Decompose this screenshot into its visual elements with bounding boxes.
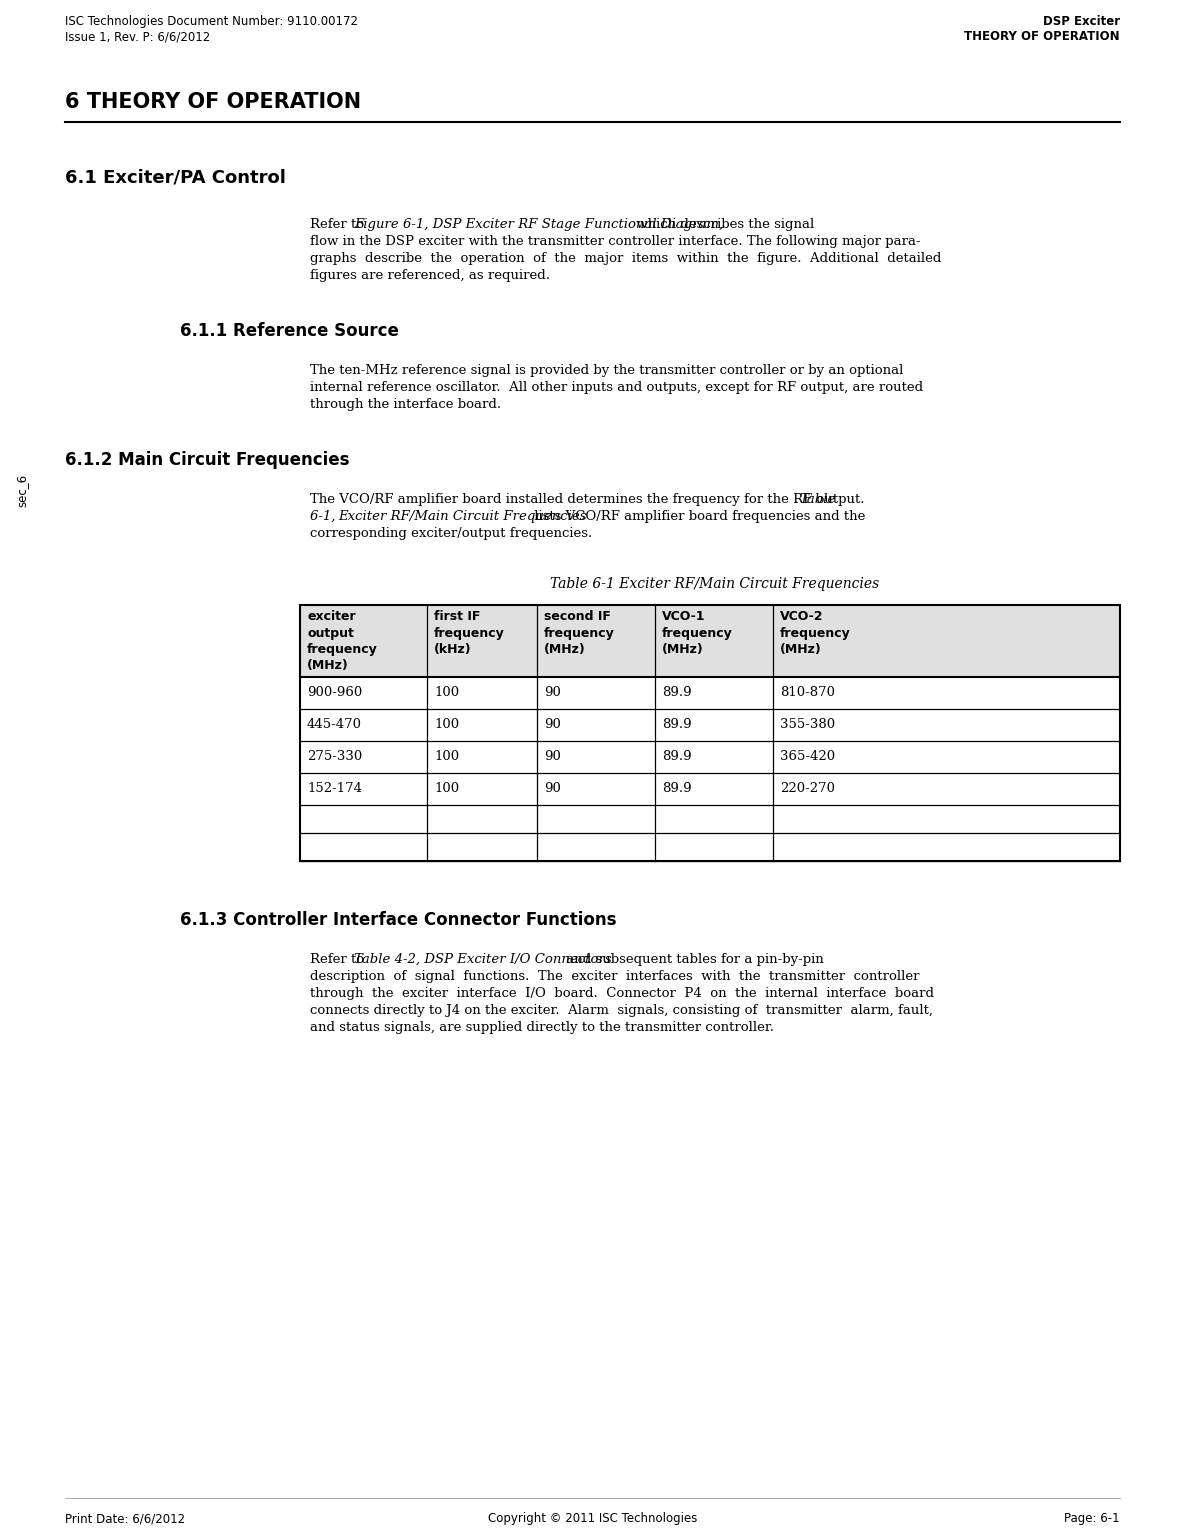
Text: 89.9: 89.9 xyxy=(662,719,691,731)
Text: 90: 90 xyxy=(543,751,561,763)
Text: and subsequent tables for a pin-by-pin: and subsequent tables for a pin-by-pin xyxy=(562,952,824,966)
Text: Figure 6-1, DSP Exciter RF Stage Functional Diagram,: Figure 6-1, DSP Exciter RF Stage Functio… xyxy=(354,218,723,230)
Text: Page: 6-1: Page: 6-1 xyxy=(1064,1511,1120,1525)
Text: 355-380: 355-380 xyxy=(780,719,835,731)
Text: through  the  exciter  interface  I/O  board.  Connector  P4  on  the  internal : through the exciter interface I/O board.… xyxy=(310,988,934,1000)
Text: The VCO/RF amplifier board installed determines the frequency for the RF output.: The VCO/RF amplifier board installed det… xyxy=(310,493,869,505)
Text: ISC Technologies Document Number: 9110.00172: ISC Technologies Document Number: 9110.0… xyxy=(65,15,358,28)
Text: 900-960: 900-960 xyxy=(307,687,362,699)
Text: VCO-1
frequency
(MHz): VCO-1 frequency (MHz) xyxy=(662,610,733,656)
Text: figures are referenced, as required.: figures are referenced, as required. xyxy=(310,269,551,283)
Text: description  of  signal  functions.  The  exciter  interfaces  with  the  transm: description of signal functions. The exc… xyxy=(310,971,920,983)
Text: 89.9: 89.9 xyxy=(662,687,691,699)
Text: 100: 100 xyxy=(435,687,459,699)
Text: 89.9: 89.9 xyxy=(662,751,691,763)
Text: 6.1.1 Reference Source: 6.1.1 Reference Source xyxy=(180,323,399,339)
Text: 90: 90 xyxy=(543,782,561,796)
Text: sec_6: sec_6 xyxy=(15,473,28,507)
Text: 6 THEORY OF OPERATION: 6 THEORY OF OPERATION xyxy=(65,92,361,112)
Text: 220-270: 220-270 xyxy=(780,782,835,796)
Text: corresponding exciter/output frequencies.: corresponding exciter/output frequencies… xyxy=(310,527,592,541)
Text: The ten-MHz reference signal is provided by the transmitter controller or by an : The ten-MHz reference signal is provided… xyxy=(310,364,903,376)
Text: exciter
output
frequency
(MHz): exciter output frequency (MHz) xyxy=(307,610,378,673)
Text: 275-330: 275-330 xyxy=(307,751,362,763)
Text: 6-1,: 6-1, xyxy=(310,510,340,522)
Text: Refer to: Refer to xyxy=(310,952,368,966)
Text: 100: 100 xyxy=(435,751,459,763)
Text: first IF
frequency
(kHz): first IF frequency (kHz) xyxy=(435,610,504,656)
Text: Print Date: 6/6/2012: Print Date: 6/6/2012 xyxy=(65,1511,185,1525)
Text: 810-870: 810-870 xyxy=(780,687,835,699)
Text: 90: 90 xyxy=(543,687,561,699)
Text: second IF
frequency
(MHz): second IF frequency (MHz) xyxy=(543,610,614,656)
Text: and status signals, are supplied directly to the transmitter controller.: and status signals, are supplied directl… xyxy=(310,1021,774,1034)
Text: 6.1.3 Controller Interface Connector Functions: 6.1.3 Controller Interface Connector Fun… xyxy=(180,911,617,929)
Text: 100: 100 xyxy=(435,782,459,796)
Bar xyxy=(300,605,1120,862)
Bar xyxy=(300,605,1120,677)
Text: Refer to: Refer to xyxy=(310,218,368,230)
Text: flow in the DSP exciter with the transmitter controller interface. The following: flow in the DSP exciter with the transmi… xyxy=(310,235,921,247)
Text: THEORY OF OPERATION: THEORY OF OPERATION xyxy=(965,31,1120,43)
Text: connects directly to J4 on the exciter.  Alarm  signals, consisting of  transmit: connects directly to J4 on the exciter. … xyxy=(310,1005,933,1017)
Text: which describes the signal: which describes the signal xyxy=(632,218,815,230)
Text: graphs  describe  the  operation  of  the  major  items  within  the  figure.  A: graphs describe the operation of the maj… xyxy=(310,252,941,266)
Text: internal reference oscillator.  All other inputs and outputs, except for RF outp: internal reference oscillator. All other… xyxy=(310,381,924,395)
Text: 6.1.2 Main Circuit Frequencies: 6.1.2 Main Circuit Frequencies xyxy=(65,452,349,468)
Text: Table: Table xyxy=(799,493,836,505)
Text: Issue 1, Rev. P: 6/6/2012: Issue 1, Rev. P: 6/6/2012 xyxy=(65,31,211,43)
Text: Exciter RF/Main Circuit Frequencies: Exciter RF/Main Circuit Frequencies xyxy=(337,510,586,522)
Text: Table 4-2, DSP Exciter I/O Connectors: Table 4-2, DSP Exciter I/O Connectors xyxy=(354,952,612,966)
Text: 365-420: 365-420 xyxy=(780,751,835,763)
Text: 152-174: 152-174 xyxy=(307,782,362,796)
Text: Table 6-1 Exciter RF/Main Circuit Frequencies: Table 6-1 Exciter RF/Main Circuit Freque… xyxy=(551,578,880,591)
Text: Copyright © 2011 ISC Technologies: Copyright © 2011 ISC Technologies xyxy=(488,1511,697,1525)
Text: 6.1 Exciter/PA Control: 6.1 Exciter/PA Control xyxy=(65,167,285,186)
Text: 445-470: 445-470 xyxy=(307,719,362,731)
Text: 100: 100 xyxy=(435,719,459,731)
Text: DSP Exciter: DSP Exciter xyxy=(1043,15,1120,28)
Text: 90: 90 xyxy=(543,719,561,731)
Text: VCO-2
frequency
(MHz): VCO-2 frequency (MHz) xyxy=(780,610,851,656)
Text: lists VCO/RF amplifier board frequencies and the: lists VCO/RF amplifier board frequencies… xyxy=(530,510,866,522)
Text: through the interface board.: through the interface board. xyxy=(310,398,501,412)
Text: 89.9: 89.9 xyxy=(662,782,691,796)
